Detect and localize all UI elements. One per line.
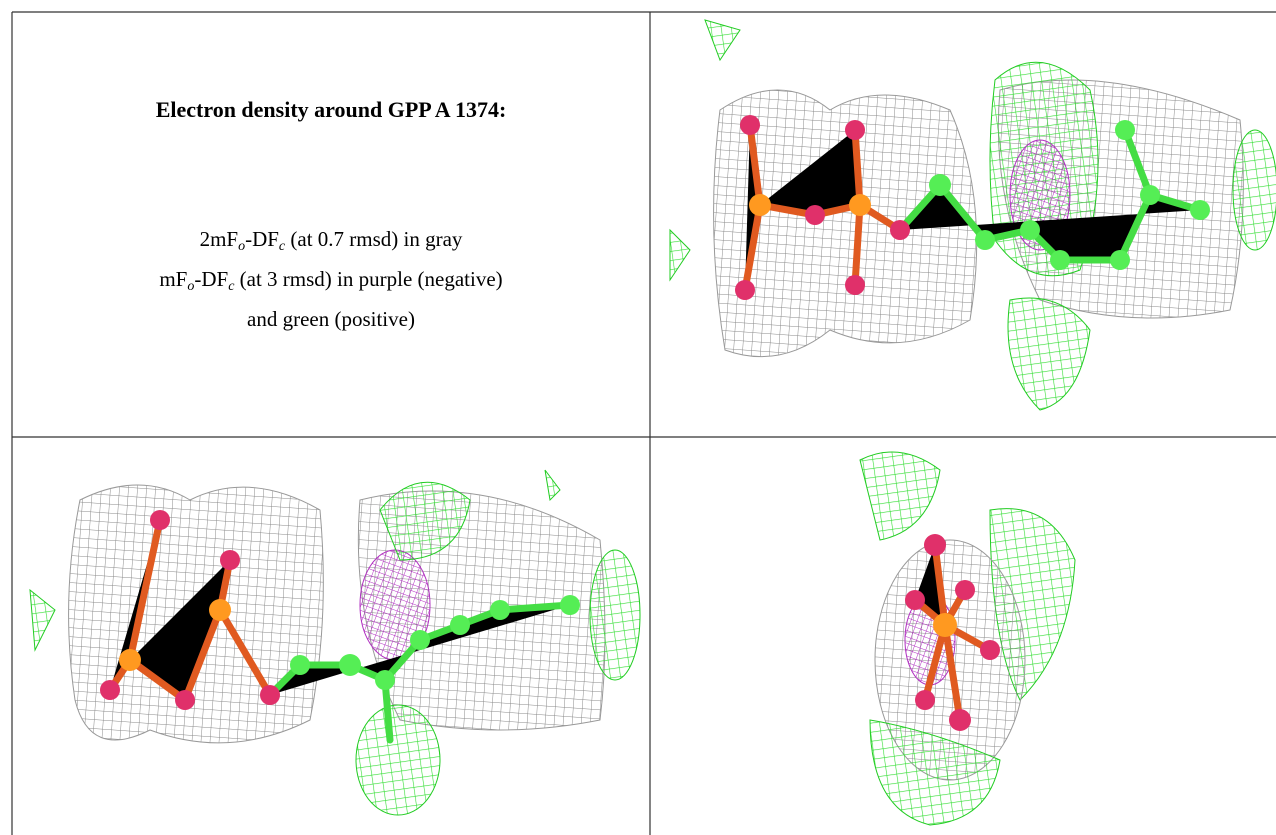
text: (at 3 rmsd) in purple (negative) [234, 267, 503, 291]
density-view-3 [859, 451, 1076, 826]
text: -DF [245, 227, 279, 251]
text: mF [159, 267, 188, 291]
table-lines [11, 11, 1276, 835]
subscript: o [187, 279, 195, 294]
text: (at 0.7 rmsd) in gray [285, 227, 463, 251]
legend-line: and green (positive) [247, 307, 415, 331]
legend-title: Electron density around GPP A 1374: [155, 97, 507, 122]
legend-line: mFo-DFc (at 3 rmsd) in purple (negative) [13, 263, 649, 303]
subscript: c [228, 279, 235, 294]
density-view-1 [669, 19, 1276, 411]
legend-lines: 2mFo-DFc (at 0.7 rmsd) in gray mFo-DFc (… [13, 223, 649, 335]
legend-line: 2mFo-DFc (at 0.7 rmsd) in gray [13, 223, 649, 263]
text: -DF [194, 267, 229, 291]
subscript: o [238, 239, 246, 254]
legend-cell: Electron density around GPP A 1374: 2mFo… [13, 13, 649, 436]
subscript: c [278, 239, 286, 254]
text: 2mF [199, 227, 239, 251]
density-view-2 [29, 469, 641, 816]
